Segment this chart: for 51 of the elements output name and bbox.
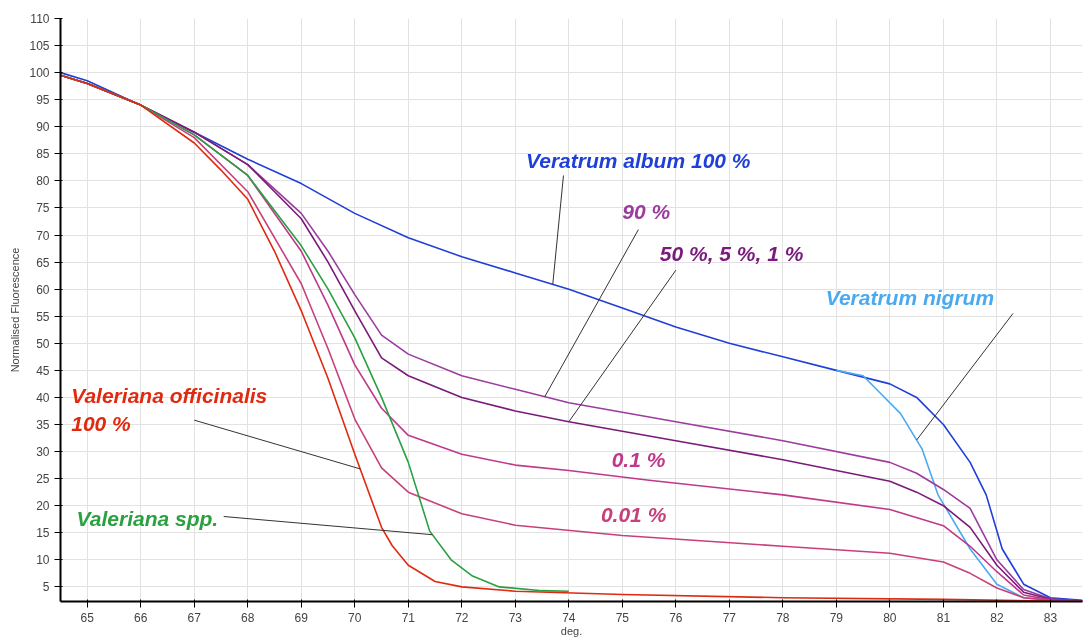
- y-tick-label: 20: [36, 499, 50, 514]
- x-axis-title: deg.: [560, 624, 583, 637]
- x-tick-label: 74: [562, 610, 576, 625]
- x-tick-label: 70: [348, 610, 362, 625]
- y-tick-label: 70: [36, 228, 50, 243]
- y-tick-label: 85: [36, 147, 50, 162]
- series-label: 0.1 %: [611, 447, 666, 471]
- text: Veratrum album 100 %: [526, 149, 751, 173]
- x-tick-label: 81: [936, 610, 951, 625]
- y-tick-label: 15: [36, 526, 50, 541]
- x-tick-label: 78: [776, 610, 790, 625]
- y-tick-label: 30: [36, 445, 50, 460]
- text: Veratrum nigrum: [825, 285, 995, 309]
- y-axis-title: Normalised Fluorescence: [9, 247, 22, 373]
- y-tick-label: 75: [36, 201, 50, 216]
- text: 50 %, 5 %, 1 %: [659, 242, 804, 266]
- y-tick-label: 55: [36, 309, 50, 324]
- x-tick-label: 82: [990, 610, 1004, 625]
- y-tick-label: 105: [29, 39, 50, 54]
- y-tick-label: 65: [36, 255, 50, 270]
- y-tick-label: 80: [36, 174, 50, 189]
- y-tick-label: 5: [42, 580, 50, 595]
- y-tick-label: 110: [30, 12, 50, 26]
- y-tick-label: 10: [36, 553, 50, 568]
- x-tick-label: 77: [722, 610, 737, 625]
- y-tick-label: 45: [36, 363, 50, 378]
- x-tick-label: 67: [187, 610, 202, 625]
- y-tick-label: 100: [29, 66, 50, 81]
- x-tick-label: 79: [829, 610, 844, 625]
- y-tick-label: 90: [36, 120, 50, 135]
- text: Valeriana officinalis 100 %: [71, 384, 268, 435]
- x-tick-label: 83: [1043, 610, 1058, 625]
- text: 90 %: [622, 200, 671, 224]
- x-tick-label: 80: [883, 610, 897, 625]
- x-tick-label: 73: [508, 610, 523, 625]
- x-tick-label: 65: [80, 610, 95, 625]
- series-label: 0.01 %: [600, 502, 667, 526]
- x-tick-label: 72: [455, 610, 469, 625]
- text: Valeriana spp.: [76, 507, 219, 531]
- x-tick-label: 69: [294, 610, 309, 625]
- y-tick-label: 50: [36, 336, 50, 351]
- y-tick-label: 35: [36, 417, 50, 432]
- x-tick-label: 75: [615, 610, 630, 625]
- x-tick-label: 68: [241, 610, 255, 625]
- y-tick-label: 95: [36, 93, 50, 108]
- x-tick-label: 66: [134, 610, 148, 625]
- y-tick-label: 60: [36, 282, 50, 297]
- x-tick-label: 71: [401, 610, 416, 625]
- y-tick-label: 25: [36, 472, 50, 487]
- x-tick-label: 76: [669, 610, 683, 625]
- y-tick-label: 40: [36, 390, 50, 405]
